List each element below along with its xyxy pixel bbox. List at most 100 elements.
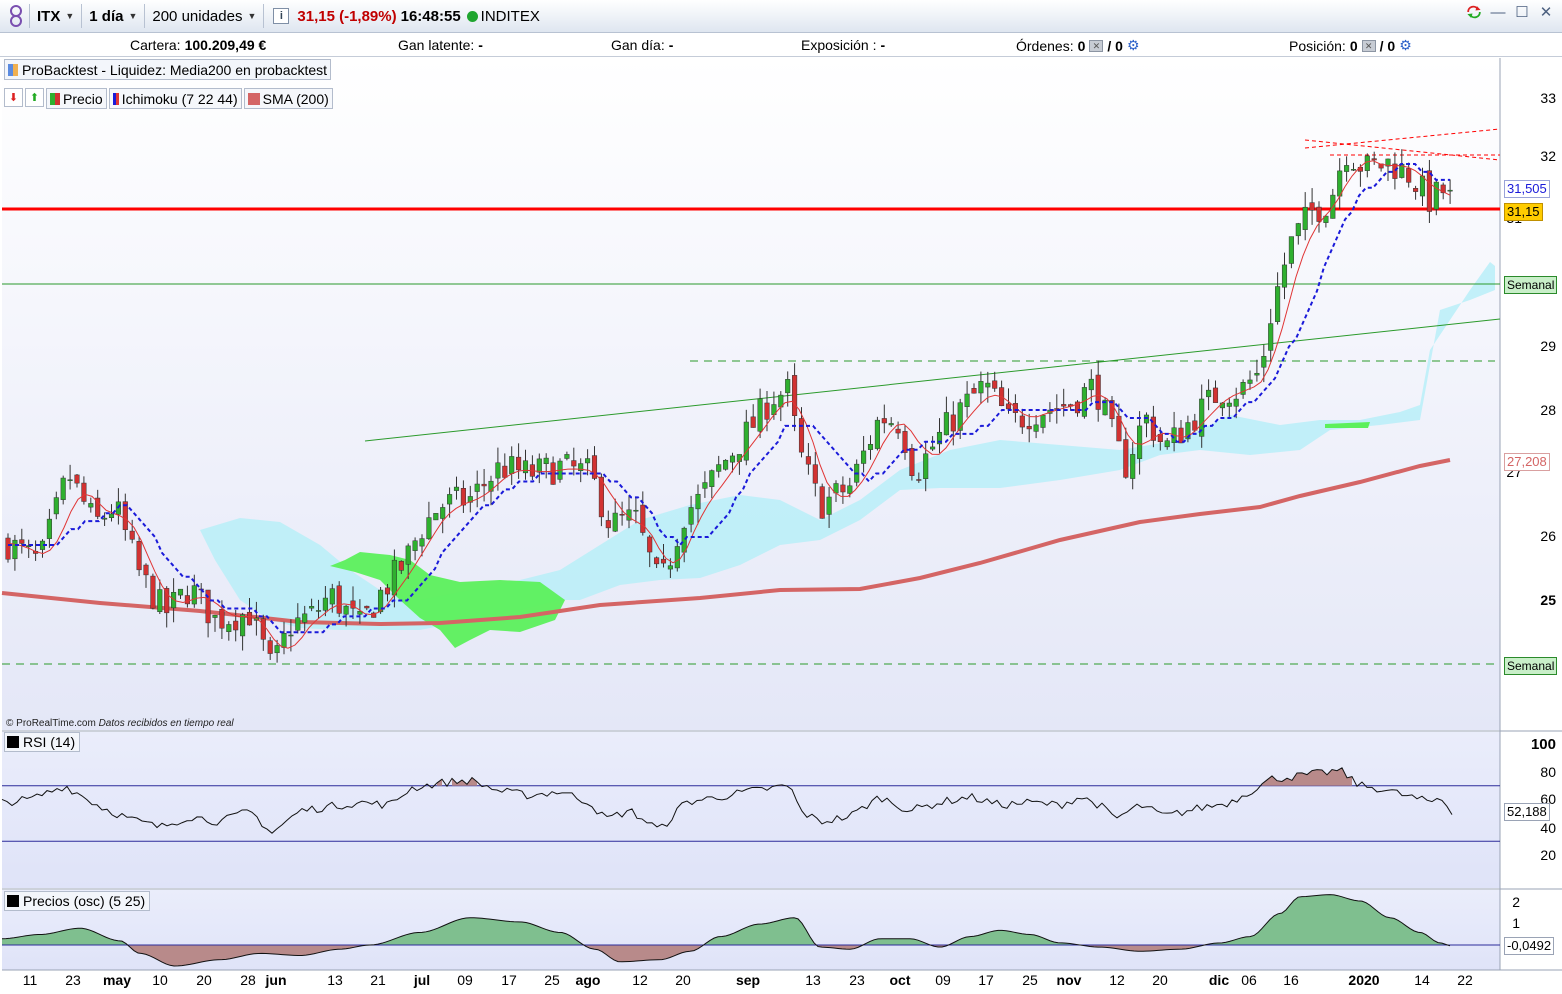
candle-body xyxy=(384,587,391,595)
candle-body xyxy=(543,457,549,464)
candle-body xyxy=(564,454,570,459)
time-axis-label: 06 xyxy=(1241,972,1257,988)
candle-body xyxy=(1226,402,1232,407)
app-logo-icon[interactable] xyxy=(6,4,26,28)
chevron-down-icon: ▼ xyxy=(65,11,75,21)
rsi-value-tag: 52,188 xyxy=(1504,803,1550,821)
instrument-name: INDITEX xyxy=(480,7,540,25)
bullish-cloud xyxy=(330,552,565,648)
last-price-change: 31,15 (-1,89%) xyxy=(297,7,397,25)
candle-body xyxy=(122,501,128,531)
candle-body xyxy=(405,545,411,565)
gan-latente-field: Gan latente: - xyxy=(398,37,483,53)
gear-icon[interactable]: ⚙ xyxy=(1399,37,1412,53)
candle-body xyxy=(364,605,370,609)
candle-body xyxy=(1102,399,1108,416)
candle-body xyxy=(867,444,874,450)
candle-body xyxy=(633,509,639,512)
candle-body xyxy=(60,477,66,500)
toolbar-separator xyxy=(81,4,83,28)
gan-dia-field: Gan día: - xyxy=(611,37,673,53)
candle-body xyxy=(426,517,432,540)
symbol-text: ITX xyxy=(37,7,61,25)
last-update-time: 16:48:55 xyxy=(400,7,461,25)
candle-body xyxy=(764,402,770,420)
account-summary-bar: Cartera: 100.209,49 € Gan latente: - Gan… xyxy=(0,33,1562,57)
legend-sma-label: SMA (200) xyxy=(262,90,329,107)
trend-channel-line xyxy=(364,318,1501,442)
posicion-field[interactable]: Posición: 0 ✕ / 0 ⚙ xyxy=(1289,37,1412,54)
posicion-count: 0 xyxy=(1349,37,1358,54)
candle-body xyxy=(612,512,618,532)
order-book-icon[interactable]: ✕ xyxy=(1089,39,1104,52)
position-book-icon[interactable]: ✕ xyxy=(1361,39,1376,52)
candle-body xyxy=(467,496,473,503)
copyright-note: © ProRealTime.com Datos recibidos en tie… xyxy=(6,718,234,729)
legend-ichimoku-label: Ichimoku (7 22 44) xyxy=(121,90,238,107)
candle-body xyxy=(1240,382,1246,395)
candle-body xyxy=(723,459,729,470)
osc-value-tag: -0,0492 xyxy=(1504,937,1555,955)
candle-body xyxy=(240,614,246,637)
legend-price[interactable]: Precio xyxy=(46,88,107,109)
rsi-overbought-fill xyxy=(437,779,442,786)
period-select[interactable]: 1 día ▼ xyxy=(85,4,141,28)
rsi-label[interactable]: RSI (14) xyxy=(4,732,81,752)
rsi-pane-bg xyxy=(2,732,1500,888)
candle-body xyxy=(371,612,377,618)
candle-body xyxy=(143,564,149,576)
arrow-down-icon[interactable]: ⬇ xyxy=(4,88,23,107)
time-axis-label: 21 xyxy=(370,972,386,988)
candle-body xyxy=(660,558,667,564)
time-axis-label: jul xyxy=(413,972,431,988)
osc-label[interactable]: Precios (osc) (5 25) xyxy=(4,891,151,911)
legend-sma[interactable]: SMA (200) xyxy=(243,88,333,109)
legend-ichimoku[interactable]: Ichimoku (7 22 44) xyxy=(108,88,242,109)
refresh-icon[interactable] xyxy=(1466,4,1482,20)
wedge-upper-line xyxy=(1304,128,1501,149)
time-axis-label: sep xyxy=(735,972,761,988)
arrow-up-icon[interactable]: ⬆ xyxy=(25,88,44,107)
symbol-select[interactable]: ITX ▼ xyxy=(33,4,78,28)
candle-body xyxy=(1143,414,1150,424)
candle-body xyxy=(191,585,197,605)
candle-body xyxy=(378,589,384,613)
maximize-icon[interactable]: ☐ xyxy=(1515,4,1529,21)
units-select[interactable]: 200 unidades ▼ xyxy=(148,4,260,28)
candle-body xyxy=(688,507,694,525)
kijun-line xyxy=(8,162,1450,634)
candle-body xyxy=(1344,165,1350,172)
info-icon[interactable]: i xyxy=(273,8,290,24)
gan-dia-label: Gan día: xyxy=(611,37,665,53)
candlesticks xyxy=(5,149,1453,663)
osc-positive-fill xyxy=(702,917,814,947)
sma-200-line xyxy=(1,458,1451,627)
time-axis-label: 13 xyxy=(805,972,821,988)
candle-body xyxy=(226,624,232,632)
candle-body xyxy=(157,589,163,612)
backtest-label[interactable]: ProBacktest - Liquidez: Media200 en prob… xyxy=(4,59,332,80)
backtest-text: ProBacktest - Liquidez: Media200 en prob… xyxy=(22,61,328,78)
realtime-note: Datos recibidos en tiempo real xyxy=(98,718,234,729)
close-icon[interactable]: ✕ xyxy=(1539,4,1553,21)
minimize-icon[interactable]: — xyxy=(1490,3,1506,21)
candle-body xyxy=(536,458,542,473)
ordenes-field[interactable]: Órdenes: 0 ✕ / 0 ⚙ xyxy=(1016,37,1140,54)
ichimoku-color-icon xyxy=(112,92,119,105)
toolbar-separator xyxy=(144,4,146,28)
osc-positive-fill xyxy=(1202,894,1446,946)
candle-body xyxy=(74,474,80,484)
candle-body xyxy=(88,503,94,508)
chevron-down-icon: ▼ xyxy=(247,11,257,21)
candle-body xyxy=(1419,175,1426,197)
candle-body xyxy=(1288,236,1294,264)
osc-line xyxy=(1,894,1451,967)
candle-body xyxy=(798,418,805,453)
candle-body xyxy=(1178,427,1184,444)
gear-icon[interactable]: ⚙ xyxy=(1126,37,1140,53)
semanal-upper-tag: Semanal xyxy=(1504,276,1558,294)
sma-value-tag: 27,208 xyxy=(1504,453,1550,471)
osc-negative-fill xyxy=(582,943,702,962)
